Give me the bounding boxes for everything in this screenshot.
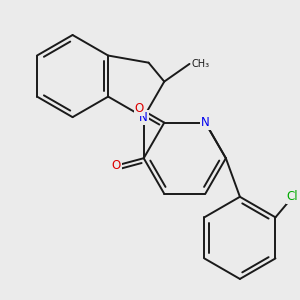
Text: Cl: Cl — [287, 190, 298, 203]
Text: O: O — [111, 159, 121, 172]
Text: N: N — [201, 116, 210, 129]
Text: O: O — [135, 102, 144, 115]
Text: CH₃: CH₃ — [191, 59, 210, 69]
Text: N: N — [139, 111, 148, 124]
